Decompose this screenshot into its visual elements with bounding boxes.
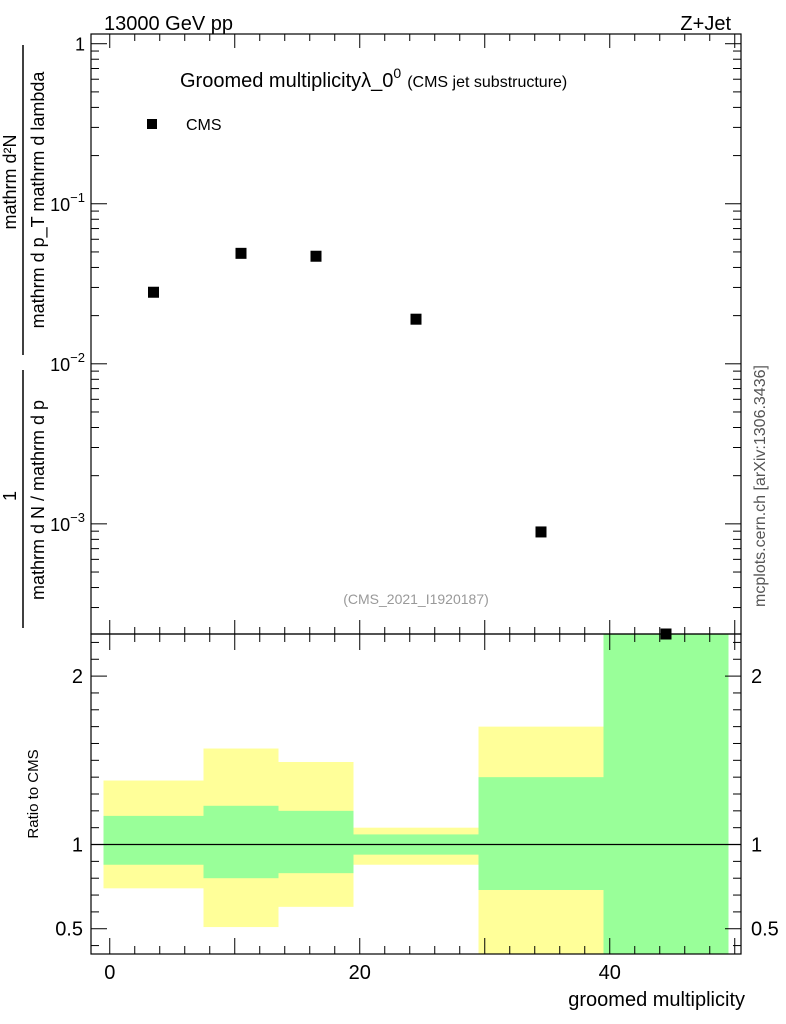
energy-label: 13000 GeV pp	[104, 13, 233, 35]
stat-band-2	[278, 810, 354, 874]
data-point-0	[148, 286, 159, 298]
main-ytick-label-1: 10−1	[50, 190, 85, 215]
xtick-label-0: 0	[104, 962, 115, 984]
plot-title: Groomed multiplicityλ_00 (CMS jet substru…	[180, 65, 567, 92]
ylabel-den: mathrm d p_T mathrm d lambda	[28, 71, 49, 329]
stat-band-4	[478, 777, 604, 890]
main-ytick-label-0: 1	[75, 35, 85, 55]
ratio-ytick-label-0: 0.5	[55, 919, 83, 941]
legend-label: CMS	[186, 117, 222, 134]
ratio-ytick-label-2: 2	[72, 666, 83, 688]
stat-band-1	[203, 805, 279, 879]
watermark: mcplots.cern.ch [arXiv:1306.3436]	[752, 365, 769, 607]
main-ytick-label-2: 10−2	[50, 350, 85, 375]
xlabel: groomed multiplicity	[568, 989, 745, 1011]
ratio-ylabel: Ratio to CMS	[25, 749, 42, 838]
title-sup: 0	[393, 65, 401, 81]
ratio-ytick-label-right-0: 0.5	[751, 919, 779, 941]
stat-band-0	[103, 815, 204, 865]
process-label: Z+Jet	[680, 13, 731, 35]
data-point-4	[535, 526, 547, 538]
ylabel-num: mathrm d²N	[0, 134, 20, 229]
data-point-5	[660, 628, 672, 640]
stat-band-5	[603, 634, 729, 954]
legend-marker	[147, 119, 157, 129]
ylabel-prefactor-den: mathrm d N / mathrm d p	[28, 400, 48, 600]
ratio-ytick-label-right-2: 2	[751, 666, 762, 688]
data-point-1	[235, 247, 247, 259]
xtick-label-1: 20	[349, 962, 371, 984]
xtick-label-2: 40	[599, 962, 621, 984]
ylabel-one: 1	[0, 491, 20, 501]
analysis-id: (CMS_2021_I1920187)	[343, 591, 489, 607]
title-sub: (CMS jet substructure)	[407, 74, 567, 91]
data-point-3	[410, 313, 422, 325]
title-main: Groomed multiplicity	[180, 70, 361, 92]
main-ylabel: mathrm d²N mathrm d p_T mathrm d lambda …	[0, 45, 49, 628]
ratio-ytick-label-1: 1	[72, 835, 83, 857]
data-point-2	[310, 250, 322, 262]
ratio-ytick-label-right-1: 1	[751, 835, 762, 857]
title-lambda: λ_0	[361, 70, 393, 92]
main-ytick-label-3: 10−3	[50, 510, 85, 535]
